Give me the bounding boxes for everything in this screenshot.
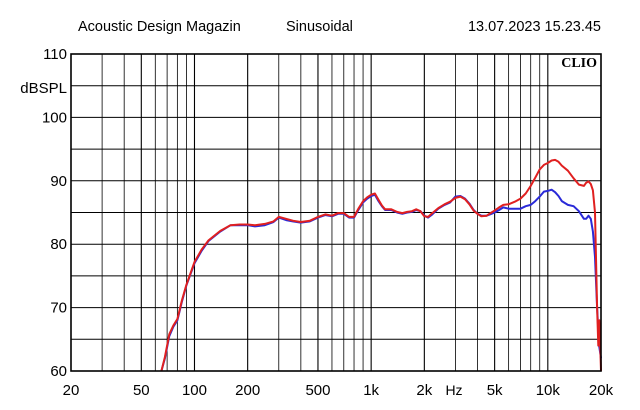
y-tick-label: 60 [50,363,67,380]
y-tick-label: 80 [50,236,67,253]
tick-labels: 20 50 100 200 500 1k 2k 5k 10k 20k 60 70 80 90 100 110 [42,46,614,399]
header-right: 13.07.2023 15.23.45 [468,19,601,35]
y-tick-label: 90 [50,173,67,190]
x-axis-unit-label: Hz [445,382,462,398]
header-left: Acoustic Design Magazin [78,19,241,35]
x-tick-label: 200 [235,382,260,399]
x-tick-label: 20 [63,382,80,399]
x-tick-label: 5k [487,382,503,399]
x-tick-label: 50 [133,382,150,399]
y-tick-label: 110 [43,46,67,63]
clio-logo: CLIO [561,56,597,71]
grid [71,54,601,371]
series-line-red [160,158,602,372]
y-tick-label: 100 [42,109,67,126]
series-layer [160,158,602,372]
x-tick-label: 10k [536,382,561,399]
x-tick-label: 2k [416,382,432,399]
y-tick-label: 70 [50,300,67,317]
x-tick-label: 1k [363,382,379,399]
plot-frame [70,53,602,372]
header-middle: Sinusoidal [286,19,353,35]
x-tick-label: 20k [589,382,614,399]
y-axis-label: dBSPL [20,80,67,97]
x-tick-label: 100 [182,382,207,399]
x-tick-label: 500 [305,382,330,399]
series-line-blue [160,188,602,372]
